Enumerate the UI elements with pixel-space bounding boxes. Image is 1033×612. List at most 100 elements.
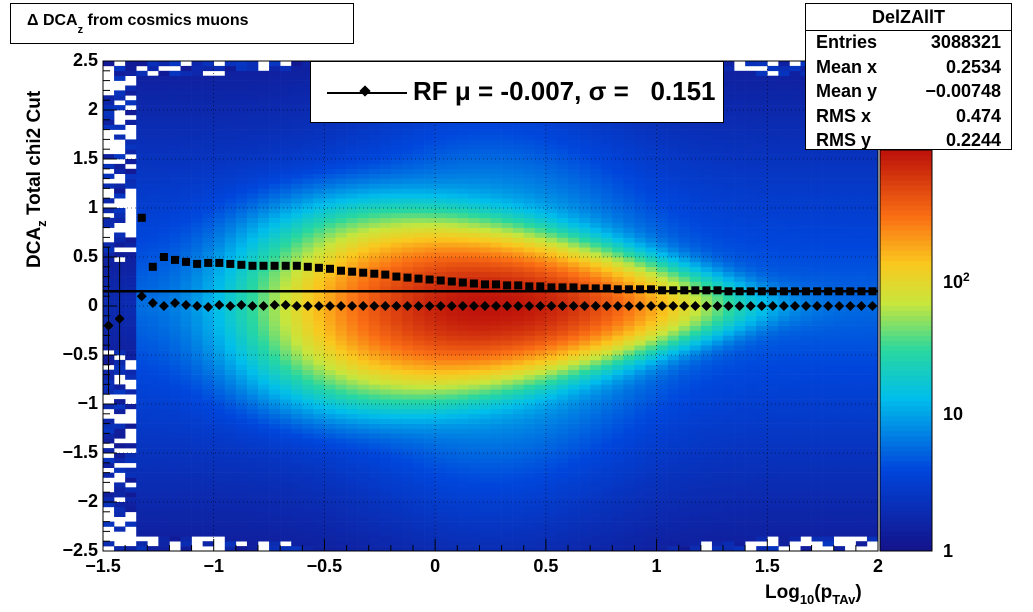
heatmap-cell bbox=[413, 124, 425, 130]
heatmap-cell bbox=[357, 384, 370, 390]
heatmap-cell bbox=[512, 340, 525, 346]
heatmap-cell bbox=[125, 330, 137, 336]
heatmap-cell bbox=[147, 364, 159, 370]
heatmap-cell bbox=[169, 247, 181, 253]
heatmap-cell bbox=[169, 531, 181, 537]
heatmap-cell bbox=[479, 134, 491, 140]
heatmap-cell bbox=[468, 178, 480, 184]
heatmap-cell bbox=[601, 541, 613, 547]
heatmap-cell bbox=[656, 541, 668, 547]
heatmap-cell bbox=[501, 438, 513, 444]
heatmap-cell bbox=[424, 222, 436, 228]
heatmap-cell bbox=[202, 217, 215, 223]
heatmap-cell bbox=[346, 232, 358, 238]
heatmap-cell bbox=[269, 389, 281, 395]
heatmap-cell bbox=[667, 433, 680, 439]
heatmap-cell bbox=[656, 222, 668, 228]
heatmap-cell bbox=[645, 369, 657, 375]
heatmap-cell bbox=[468, 188, 480, 194]
heatmap-cell bbox=[158, 61, 170, 67]
heatmap-cell bbox=[346, 330, 358, 336]
heatmap-cell bbox=[125, 477, 137, 483]
heatmap-cell bbox=[545, 511, 558, 517]
heatmap-cell bbox=[335, 232, 347, 238]
heatmap-cell bbox=[424, 399, 436, 405]
heatmap-cell bbox=[202, 443, 215, 449]
heatmap-cell bbox=[523, 428, 536, 434]
heatmap-cell bbox=[202, 105, 215, 111]
heatmap-cell bbox=[435, 423, 447, 429]
heatmap-cell bbox=[291, 521, 303, 527]
heatmap-cell bbox=[125, 159, 137, 165]
heatmap-cell bbox=[169, 85, 181, 91]
heatmap-cell bbox=[335, 183, 347, 189]
heatmap-cell bbox=[545, 423, 558, 429]
heatmap-cell bbox=[534, 222, 547, 228]
heatmap-cell bbox=[213, 222, 226, 228]
heatmap-cell bbox=[202, 350, 215, 356]
heatmap-cell bbox=[246, 536, 259, 542]
heatmap-cell bbox=[224, 546, 237, 552]
heatmap-cell bbox=[224, 472, 237, 478]
heatmap-cell bbox=[457, 369, 469, 375]
heatmap-cell bbox=[479, 521, 491, 527]
heatmap-cell bbox=[313, 506, 325, 513]
heatmap-cell bbox=[246, 257, 259, 263]
heatmap-cell bbox=[457, 198, 469, 204]
heatmap-cell bbox=[568, 247, 580, 253]
heatmap-cell bbox=[645, 477, 657, 483]
heatmap-cell bbox=[390, 144, 403, 150]
heatmap-cell bbox=[335, 423, 347, 429]
heatmap-cell bbox=[590, 521, 602, 527]
heatmap-cell bbox=[280, 247, 292, 253]
heatmap-cell bbox=[368, 359, 381, 366]
heatmap-cell bbox=[523, 330, 536, 336]
heatmap-cell bbox=[501, 237, 513, 243]
heatmap-cell bbox=[545, 237, 558, 243]
heatmap-cell bbox=[269, 364, 281, 370]
heatmap-cell bbox=[280, 203, 292, 209]
heatmap-cell bbox=[424, 462, 436, 468]
heatmap-cell bbox=[335, 340, 347, 346]
heatmap-cell bbox=[169, 124, 181, 130]
heatmap-cell bbox=[556, 364, 569, 370]
heatmap-cell bbox=[224, 222, 237, 228]
heatmap-cell bbox=[269, 541, 281, 547]
heatmap-cell bbox=[291, 404, 303, 410]
heatmap-cell bbox=[147, 291, 159, 297]
heatmap-cell bbox=[235, 105, 248, 111]
heatmap-cell bbox=[446, 252, 458, 258]
heatmap-cell bbox=[479, 399, 491, 405]
heatmap-cell bbox=[191, 487, 203, 493]
heatmap-cell bbox=[612, 232, 624, 238]
heatmap-cell bbox=[180, 492, 192, 498]
heatmap-cell bbox=[601, 408, 613, 415]
heatmap-cell bbox=[379, 384, 392, 390]
heatmap-cell bbox=[224, 482, 237, 488]
heatmap-cell bbox=[590, 330, 602, 336]
heatmap-cell bbox=[479, 237, 491, 243]
heatmap-cell bbox=[501, 394, 513, 400]
heatmap-cell bbox=[346, 154, 358, 160]
heatmap-cell bbox=[545, 472, 558, 478]
heatmap-cell bbox=[424, 198, 436, 204]
heatmap-cell bbox=[258, 482, 270, 488]
heatmap-cell bbox=[169, 345, 181, 351]
heatmap-cell bbox=[645, 242, 657, 248]
heatmap-cell bbox=[545, 242, 558, 248]
heatmap-cell bbox=[324, 124, 336, 130]
heatmap-cell bbox=[180, 208, 192, 214]
heatmap-cell bbox=[601, 453, 613, 459]
heatmap-cell bbox=[390, 482, 403, 488]
heatmap-cell bbox=[258, 173, 270, 179]
heatmap-cell bbox=[623, 516, 635, 522]
heatmap-cell bbox=[623, 335, 635, 341]
heatmap-cell bbox=[656, 389, 668, 395]
heatmap-cell bbox=[501, 335, 513, 341]
heatmap-cell bbox=[313, 193, 325, 199]
heatmap-cell bbox=[457, 516, 469, 522]
heatmap-cell bbox=[335, 188, 347, 194]
heatmap-cell bbox=[667, 359, 680, 366]
heatmap-cell bbox=[579, 457, 591, 464]
heatmap-cell bbox=[424, 423, 436, 429]
